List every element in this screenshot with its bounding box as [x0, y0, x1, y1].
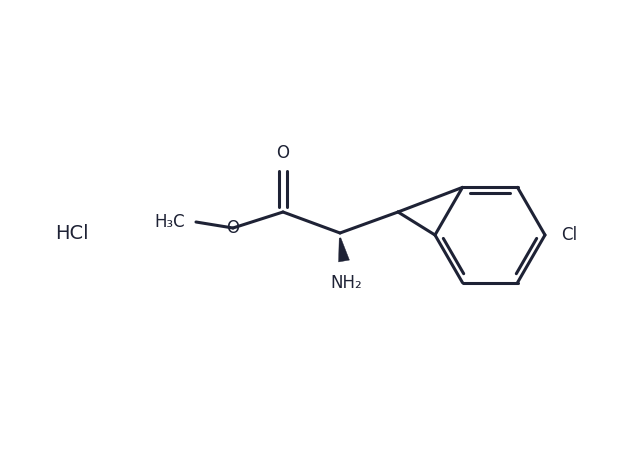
- Text: Cl: Cl: [561, 226, 577, 244]
- Polygon shape: [339, 238, 349, 262]
- Text: O: O: [276, 144, 289, 162]
- Text: O: O: [227, 219, 239, 237]
- Text: NH₂: NH₂: [330, 274, 362, 292]
- Text: HCl: HCl: [55, 224, 89, 243]
- Text: H₃C: H₃C: [155, 213, 186, 231]
